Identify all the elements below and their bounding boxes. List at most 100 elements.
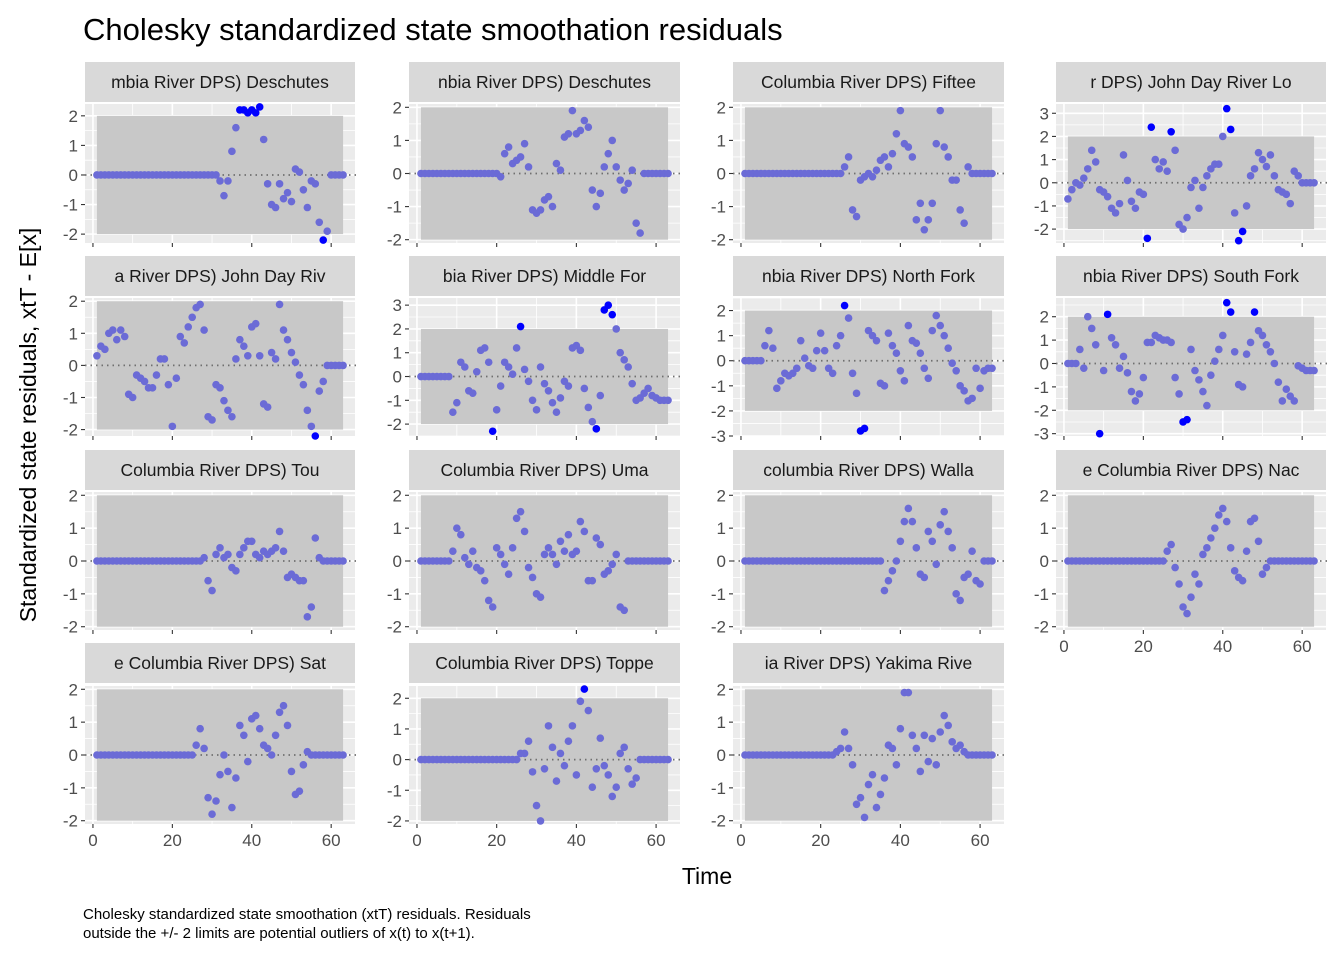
y-tick-label: -1 [387, 781, 402, 800]
outlier-point [580, 685, 589, 693]
y-tick-label: 1 [69, 519, 78, 538]
data-point [988, 364, 996, 373]
y-tick-label: -1 [1034, 378, 1049, 397]
data-point [628, 780, 636, 788]
data-point [311, 534, 320, 542]
data-point [243, 757, 252, 766]
outlier-point [1250, 308, 1259, 316]
data-point [884, 163, 893, 171]
data-point [291, 358, 300, 366]
data-point [888, 341, 897, 350]
data-point [620, 186, 629, 194]
data-point [924, 216, 933, 224]
data-point [460, 363, 469, 371]
strip-background [409, 62, 680, 102]
x-tick-label: 60 [971, 831, 990, 850]
outlier-point [860, 424, 869, 433]
data-point [576, 517, 585, 526]
x-tick-label: 0 [736, 831, 745, 850]
data-point [544, 386, 553, 395]
data-point [972, 364, 980, 373]
data-point [496, 550, 505, 559]
data-point [564, 382, 573, 390]
y-tick-label: -1 [387, 198, 402, 217]
data-point [552, 560, 561, 569]
y-tick-label: -2 [1034, 401, 1049, 420]
data-point [920, 731, 929, 740]
data-point [271, 203, 280, 212]
strip-label: Columbia River DPS) Tou [120, 460, 319, 480]
data-point [1163, 167, 1171, 175]
data-point [164, 380, 173, 389]
data-point [315, 387, 324, 395]
data-point [1091, 158, 1100, 166]
y-tick-label: -1 [387, 391, 402, 410]
y-tick-label: 1 [717, 131, 726, 150]
strip-label: ia River DPS) Yakima Rive [765, 653, 972, 673]
data-point [524, 563, 533, 572]
facet-panel-7: nbia River DPS) North Fork -3 -2 -1 0 1 2 [711, 256, 1007, 446]
data-point [319, 377, 328, 386]
data-point [612, 163, 621, 171]
data-point [255, 553, 264, 562]
outlier-point [1143, 234, 1152, 243]
data-point [904, 143, 913, 151]
data-point [816, 329, 825, 337]
data-point [216, 177, 224, 185]
data-point [580, 527, 589, 536]
data-point [1195, 580, 1203, 588]
data-point [944, 344, 953, 352]
y-tick-label: -2 [387, 812, 402, 831]
strip-background [85, 450, 355, 490]
outlier-point [1222, 298, 1231, 307]
data-point [896, 724, 905, 733]
data-point [908, 153, 917, 161]
data-point [480, 344, 489, 352]
y-tick-label: -1 [63, 388, 78, 407]
data-point [964, 163, 972, 171]
data-point [524, 377, 533, 386]
data-point [548, 743, 557, 752]
data-point [263, 403, 272, 411]
data-point [792, 364, 801, 373]
data-point [636, 229, 644, 237]
y-tick-label: 1 [393, 131, 402, 150]
outlier-point [311, 432, 320, 440]
data-point [220, 191, 228, 200]
data-point [552, 159, 561, 168]
data-point [616, 348, 625, 357]
data-point [968, 394, 976, 403]
data-point [457, 530, 465, 539]
data-point [620, 743, 629, 752]
data-point [548, 202, 557, 211]
points [417, 685, 672, 825]
data-point [1214, 511, 1223, 519]
data-point [1123, 369, 1132, 377]
y-tick-label: -1 [63, 196, 78, 215]
data-point [540, 379, 549, 388]
data-point [596, 189, 605, 198]
data-point [279, 701, 288, 710]
data-point [532, 801, 541, 810]
data-point [1119, 352, 1128, 361]
data-point [232, 774, 240, 782]
data-point [600, 163, 609, 171]
data-point [492, 544, 501, 552]
data-point [912, 544, 921, 552]
data-point [287, 767, 296, 776]
data-point [924, 374, 933, 383]
data-point [836, 169, 845, 178]
data-point [323, 227, 332, 235]
data-point [968, 547, 976, 555]
data-point [1091, 340, 1100, 349]
data-point [564, 737, 573, 745]
data-point [224, 177, 232, 185]
data-point [880, 153, 889, 161]
data-point [240, 731, 248, 740]
facet-panel-1: mbia River DPS) Deschutes -2 -1 0 1 2 [63, 62, 358, 247]
data-point [299, 761, 308, 769]
data-point [228, 147, 236, 156]
caption-line-2: outside the +/- 2 limits are potential o… [83, 925, 475, 942]
